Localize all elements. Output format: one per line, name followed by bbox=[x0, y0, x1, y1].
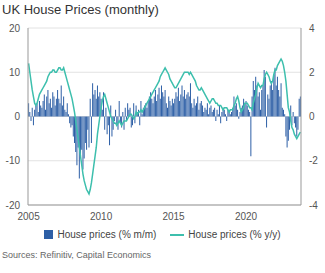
svg-text:-20: -20 bbox=[8, 200, 20, 211]
svg-text:2020: 2020 bbox=[235, 211, 258, 222]
svg-text:-2: -2 bbox=[309, 155, 317, 166]
svg-text:2010: 2010 bbox=[90, 211, 113, 222]
svg-text:10: 10 bbox=[9, 67, 21, 78]
svg-text:-10: -10 bbox=[8, 155, 20, 166]
html-text:UK House Prices (monthly): UK House Prices (monthly) bbox=[2, 2, 159, 17]
html-text:House prices (% m/m): House prices (% m/m) bbox=[57, 229, 157, 240]
html-text:House prices (% y/y): House prices (% y/y) bbox=[188, 229, 281, 240]
svg-text:4: 4 bbox=[309, 23, 315, 34]
svg-text:2: 2 bbox=[309, 67, 315, 78]
svg-text:2015: 2015 bbox=[162, 211, 185, 222]
svg-text:0: 0 bbox=[309, 111, 315, 122]
svg-text:-4: -4 bbox=[309, 200, 317, 211]
html-text:Sources: Refinitiv, Capital Ec: Sources: Refinitiv, Capital Economics bbox=[2, 250, 151, 260]
svg-text:0: 0 bbox=[14, 111, 20, 122]
svg-text:2005: 2005 bbox=[17, 211, 40, 222]
svg-text:20: 20 bbox=[9, 23, 21, 34]
